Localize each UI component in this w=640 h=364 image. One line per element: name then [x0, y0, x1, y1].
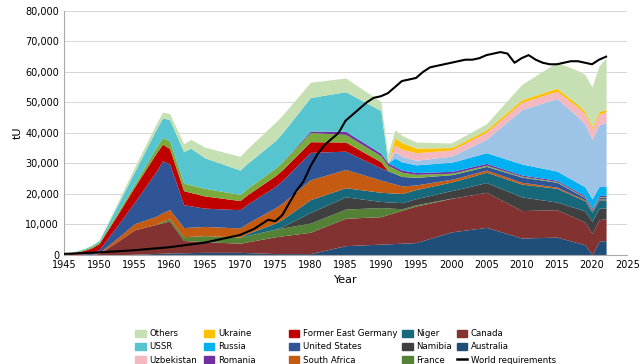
Y-axis label: tU: tU: [13, 127, 22, 139]
Legend: Others, USSR, Uzbekistan, Kazakhstan, Ukraine, Russia, Romania, Czech Republic, : Others, USSR, Uzbekistan, Kazakhstan, Uk…: [134, 327, 557, 364]
X-axis label: Year: Year: [334, 275, 357, 285]
